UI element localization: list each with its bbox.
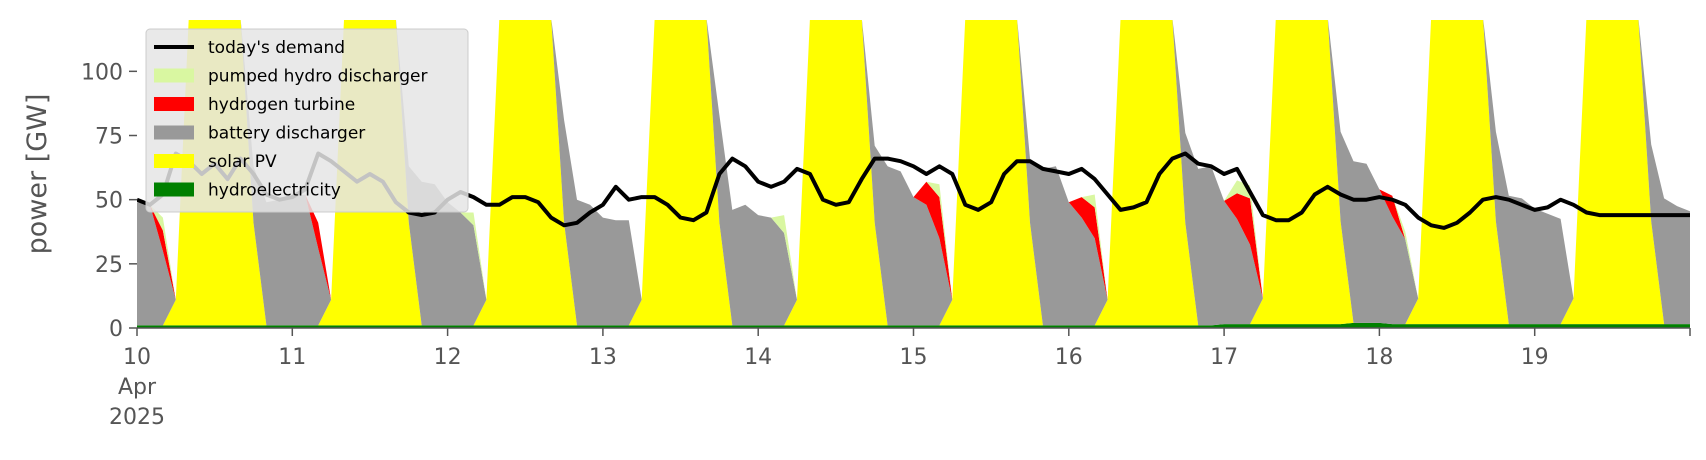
x-tick-label: 15 (900, 345, 928, 370)
legend-item-hydrogen-turbine: hydrogen turbine (154, 95, 355, 115)
x-tick-label: 2025 (109, 405, 165, 430)
x-tick-label: 19 (1521, 345, 1549, 370)
y-tick-label: 50 (95, 189, 123, 214)
area-battery-discharger (137, 20, 1690, 326)
legend-item-pumped-hydro-discharger: pumped hydro discharger (154, 67, 427, 87)
legend-item-hydroelectricity: hydroelectricity (154, 181, 341, 201)
legend-item-solar-pv: solar PV (154, 152, 277, 172)
legend-item-today-s-demand: today's demand (154, 38, 345, 58)
x-tick-label: Apr (118, 375, 157, 400)
y-tick-label: 75 (95, 125, 123, 150)
legend-swatch (154, 68, 194, 83)
legend-swatch (154, 182, 194, 197)
legend-label: hydroelectricity (208, 181, 341, 201)
legend-item-battery-discharger: battery discharger (154, 124, 365, 144)
axes: 0 25 50 75 100 10 Apr 2025 11 12 13 14 15 16 17 18 19 pow… (22, 60, 1691, 430)
stacked-areas (137, 20, 1690, 328)
legend-label: battery discharger (208, 124, 365, 144)
legend-box (145, 28, 469, 213)
y-tick-label: 100 (81, 60, 123, 85)
x-tick-label: 10 (123, 345, 151, 370)
x-tick-label: 17 (1210, 345, 1238, 370)
y-tick-label: 25 (95, 253, 123, 278)
x-tick-label: 13 (589, 345, 617, 370)
area-hydroelectricity (137, 322, 1690, 328)
legend-label: hydrogen turbine (208, 95, 355, 115)
x-tick-label: 11 (278, 345, 306, 370)
area-solar-pv (137, 20, 1690, 326)
legend-swatch (154, 125, 194, 140)
legend-swatch (154, 154, 194, 168)
x-tick-label: 12 (434, 345, 462, 370)
legend-label: pumped hydro discharger (208, 67, 427, 87)
legend-swatch (154, 97, 194, 111)
legend: today's demand pumped hydro discharger hyd… (145, 28, 469, 213)
x-tick-label: 18 (1365, 345, 1393, 370)
y-tick-label: 0 (109, 317, 123, 342)
legend-label: solar PV (208, 152, 277, 172)
y-axis-title: power [GW] (22, 94, 53, 255)
x-tick-label: 16 (1055, 345, 1083, 370)
x-tick-label: 14 (744, 345, 772, 370)
legend-label: today's demand (208, 38, 345, 58)
